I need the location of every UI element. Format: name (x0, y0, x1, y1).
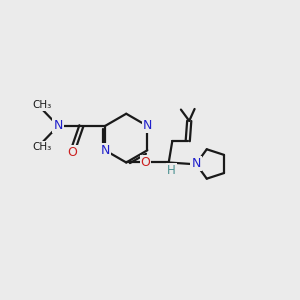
Text: H: H (167, 164, 176, 177)
Text: CH₃: CH₃ (32, 142, 51, 152)
Text: CH₃: CH₃ (32, 100, 51, 110)
Text: N: N (191, 158, 201, 170)
Text: N: N (142, 119, 152, 132)
Text: N: N (191, 158, 201, 170)
Text: O: O (141, 156, 151, 169)
Text: N: N (53, 119, 63, 132)
Text: N: N (100, 144, 110, 157)
Text: O: O (68, 146, 77, 159)
